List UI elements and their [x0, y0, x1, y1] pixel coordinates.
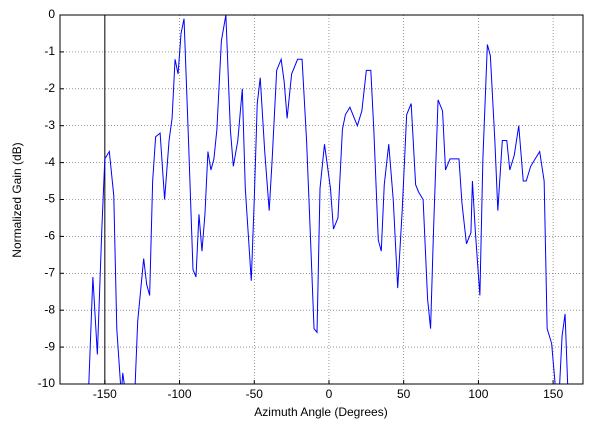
- x-axis-label: Azimuth Angle (Degrees): [254, 405, 387, 419]
- y-tick-label: -10: [38, 376, 56, 390]
- y-tick-label: -1: [44, 44, 55, 58]
- y-tick-label: -6: [44, 229, 55, 243]
- x-tick-label: -50: [246, 387, 264, 401]
- y-tick-label: -8: [44, 302, 55, 316]
- x-tick-label: -150: [93, 387, 117, 401]
- y-tick-label: -2: [44, 81, 55, 95]
- x-tick-label: 150: [543, 387, 563, 401]
- x-tick-label: 100: [468, 387, 488, 401]
- y-tick-label: -9: [44, 339, 55, 353]
- x-tick-label: 50: [397, 387, 411, 401]
- y-tick-label: -4: [44, 155, 55, 169]
- y-axis-label: Normalized Gain (dB): [10, 142, 24, 257]
- x-tick-label: -100: [168, 387, 192, 401]
- x-tick-label: 0: [326, 387, 333, 401]
- data-line: [88, 15, 569, 384]
- y-tick-label: -3: [44, 118, 55, 132]
- y-tick-label: -5: [44, 192, 55, 206]
- y-tick-label: 0: [48, 7, 55, 21]
- y-tick-label: -7: [44, 265, 55, 279]
- plot-frame: [59, 14, 584, 385]
